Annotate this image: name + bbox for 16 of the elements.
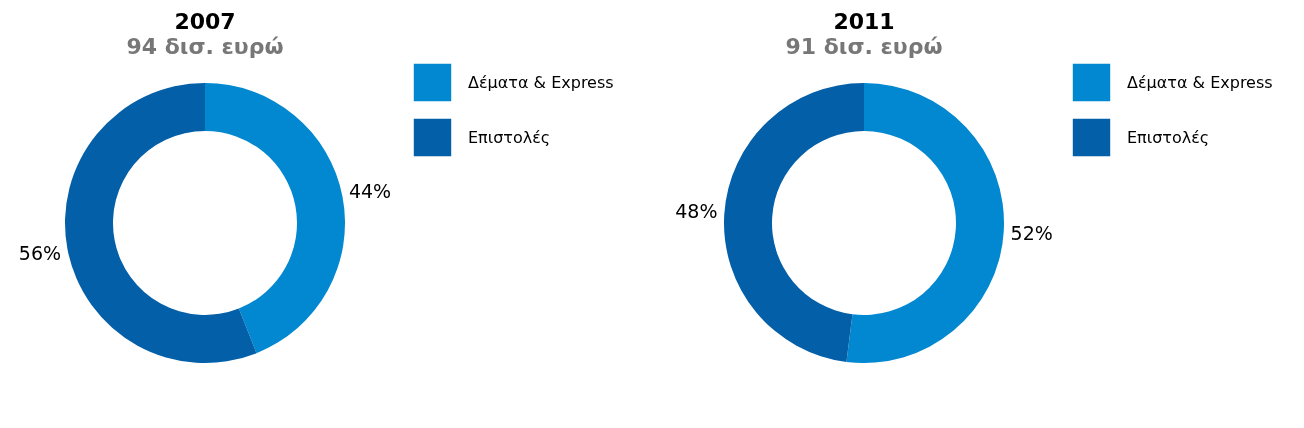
data-label: 52%: [1010, 221, 1053, 244]
donut-slice: [846, 83, 1004, 363]
chart-subtitle: 94 δισ. ευρώ: [126, 34, 284, 59]
legend-label: Επιστολές: [468, 127, 551, 147]
donut-slice: [724, 83, 864, 362]
donut-slice: [65, 83, 257, 363]
data-label: 48%: [675, 200, 718, 223]
chart-title: 2011: [833, 9, 895, 34]
donut-slice: [205, 83, 345, 354]
legend-label: Δέματα & Express: [1127, 72, 1273, 92]
data-label: 56%: [18, 242, 62, 265]
legend-label: Δέματα & Express: [468, 72, 614, 92]
data-label: 44%: [348, 179, 392, 202]
legend-label: Επιστολές: [1127, 127, 1210, 147]
chart-subtitle: 91 δισ. ευρώ: [785, 34, 943, 59]
chart-title: 2007: [174, 9, 236, 34]
